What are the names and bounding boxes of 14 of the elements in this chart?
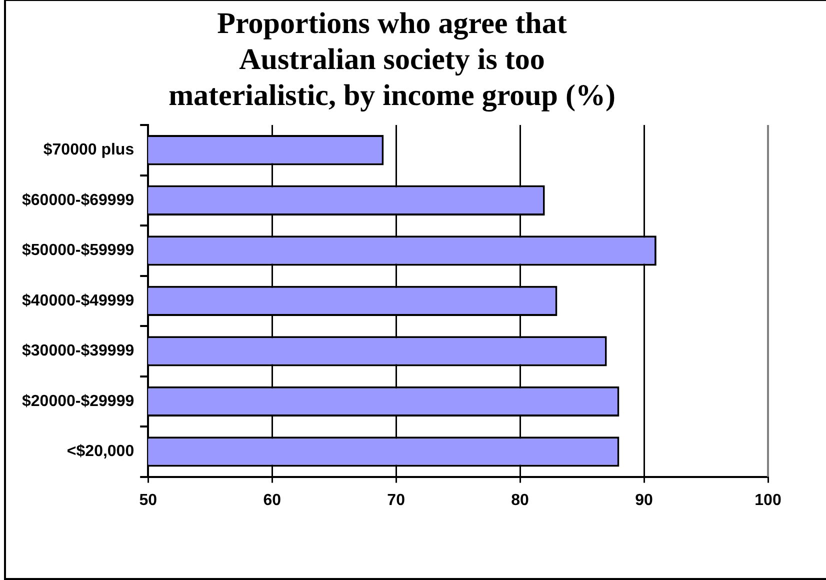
y-tick-label: $30000-$39999 <box>22 342 134 360</box>
y-tick-label: $20000-$29999 <box>22 392 134 410</box>
x-tick-label: 90 <box>635 492 654 509</box>
x-tick-label: 70 <box>387 492 406 509</box>
y-tick-label: $70000 plus <box>43 142 134 159</box>
x-tick-label: 60 <box>263 492 282 509</box>
y-tick-label: <$20,000 <box>66 443 134 460</box>
y-tick-label: $60000-$69999 <box>22 192 134 209</box>
x-tick-label: 50 <box>139 492 158 509</box>
y-tick-label: $50000-$59999 <box>22 242 134 260</box>
x-tick-label: 80 <box>511 492 530 509</box>
y-tick-label: $40000-$49999 <box>22 292 134 310</box>
chart-title: Proportions who agree that Australian society is too materialistic, by income group (%) <box>168 6 616 112</box>
x-tick-label: 100 <box>754 492 782 509</box>
